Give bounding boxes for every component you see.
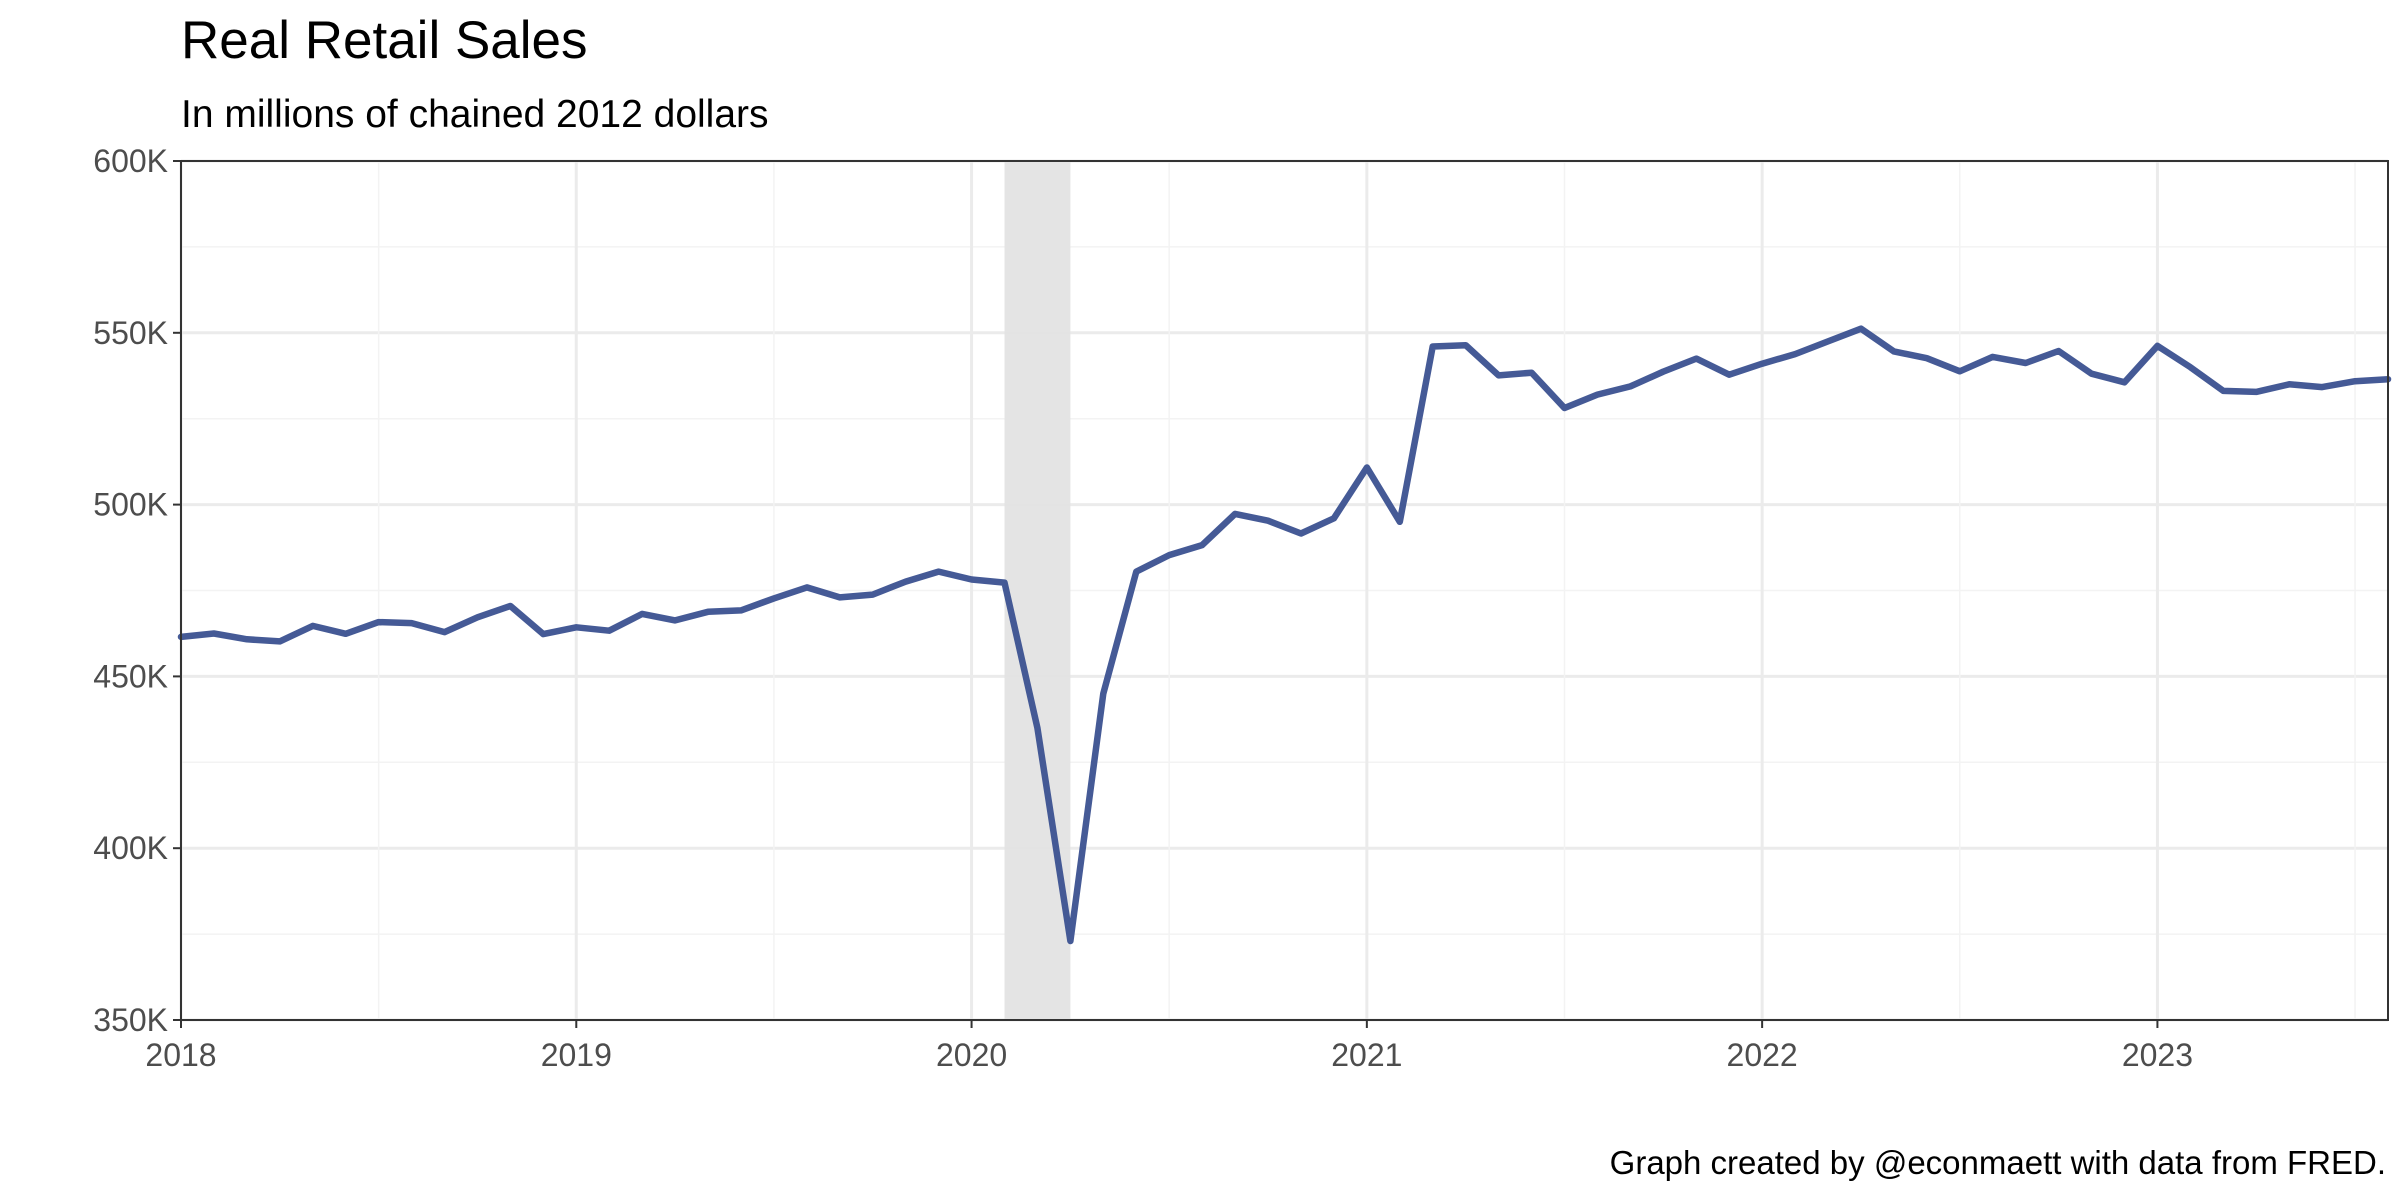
chart-caption: Graph created by @econmaett with data fr… bbox=[1610, 1144, 2386, 1181]
panel-border bbox=[180, 160, 2389, 1021]
y-tick-label: 400K bbox=[93, 830, 168, 866]
series-layer bbox=[177, 325, 2392, 945]
y-tick-label: 600K bbox=[93, 143, 168, 179]
x-tick-label: 2021 bbox=[1331, 1037, 1402, 1073]
chart-subtitle: In millions of chained 2012 dollars bbox=[181, 93, 769, 136]
chart-title: Real Retail Sales bbox=[181, 11, 588, 70]
x-tick-label: 2020 bbox=[936, 1037, 1007, 1073]
x-axis: 2018 2019 2020 2021 2022 2023 bbox=[145, 1020, 2193, 1073]
y-tick-label: 450K bbox=[93, 658, 168, 694]
y-tick-label: 350K bbox=[93, 1002, 168, 1038]
x-tick-label: 2019 bbox=[541, 1037, 612, 1073]
y-axis: 350K 400K 450K 500K 550K 600K bbox=[93, 143, 181, 1038]
series-line bbox=[177, 325, 2392, 945]
panel-frame bbox=[180, 160, 2389, 1021]
x-tick-label: 2018 bbox=[145, 1037, 216, 1073]
y-tick-label: 500K bbox=[93, 487, 168, 523]
y-tick-label: 550K bbox=[93, 315, 168, 351]
x-tick-label: 2022 bbox=[1727, 1037, 1798, 1073]
x-tick-label: 2023 bbox=[2122, 1037, 2193, 1073]
